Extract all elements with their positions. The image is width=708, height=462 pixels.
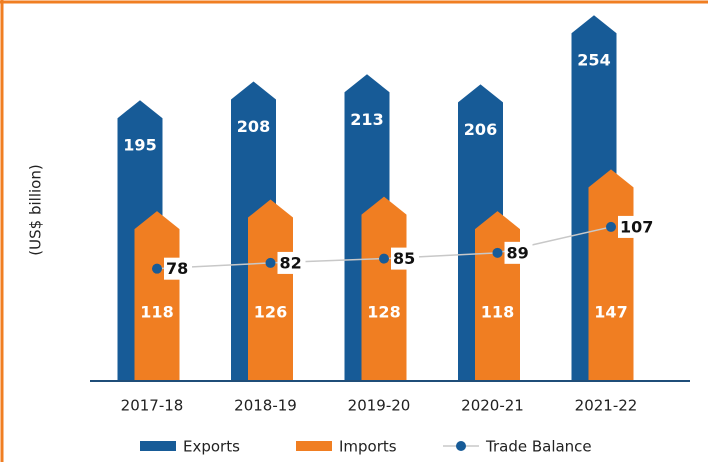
import-bar xyxy=(361,196,407,381)
import-bar xyxy=(475,211,520,381)
trade-balance-label-bg xyxy=(391,247,419,270)
legend-label: Imports xyxy=(339,438,397,456)
y-axis-label: (US$ billion) xyxy=(27,164,45,255)
trade-balance-value-label: 89 xyxy=(507,243,529,262)
trade-balance-point xyxy=(379,253,389,264)
trade-balance-point xyxy=(265,257,276,268)
export-value-label: 195 xyxy=(123,136,156,155)
export-value-label: 208 xyxy=(237,117,270,136)
x-tick-label: 2021-22 xyxy=(575,397,638,415)
trade-balance-value-label: 78 xyxy=(166,259,188,278)
import-value-label: 118 xyxy=(481,303,514,322)
x-tick-label: 2018-19 xyxy=(234,397,297,415)
import-bar xyxy=(134,211,180,381)
import-value-label: 118 xyxy=(140,303,173,322)
legend-swatch xyxy=(140,441,176,451)
export-value-label: 206 xyxy=(464,120,497,139)
trade-balance-point xyxy=(152,263,162,274)
import-bar xyxy=(588,169,634,381)
import-bar xyxy=(248,199,293,381)
x-tick-label: 2019-20 xyxy=(348,397,411,415)
export-value-label: 213 xyxy=(350,110,383,129)
x-tick-label: 2017-18 xyxy=(121,397,184,415)
trade-balance-label-bg xyxy=(618,215,656,238)
trade-balance-point xyxy=(492,247,503,258)
trade-balance-label-bg xyxy=(504,241,533,264)
legend-label: Trade Balance xyxy=(485,438,592,456)
trade-balance-point xyxy=(606,221,616,232)
trade-balance-value-label: 107 xyxy=(620,217,653,236)
trade-balance-label-bg xyxy=(277,251,306,274)
legend-swatch xyxy=(296,441,332,451)
legend-label: Exports xyxy=(183,438,240,456)
import-value-label: 147 xyxy=(594,303,627,322)
x-tick-label: 2020-21 xyxy=(461,397,524,415)
trade-balance-value-label: 85 xyxy=(393,249,415,268)
legend-dot xyxy=(456,441,466,451)
import-value-label: 126 xyxy=(254,303,287,322)
import-value-label: 128 xyxy=(367,303,400,322)
trade-balance-value-label: 82 xyxy=(280,253,302,272)
trade-balance-label-bg xyxy=(164,257,192,280)
export-value-label: 254 xyxy=(577,51,610,70)
